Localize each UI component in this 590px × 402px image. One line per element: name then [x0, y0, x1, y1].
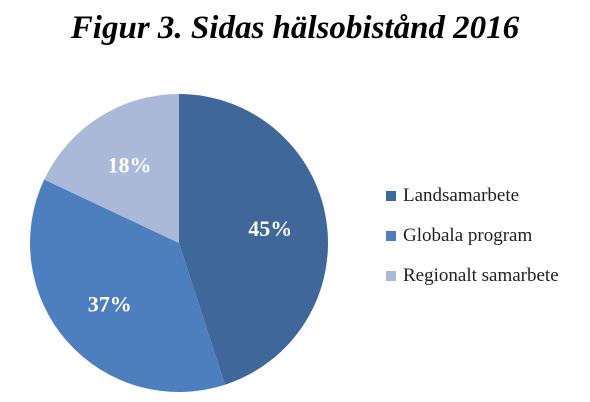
slice-value-label: 37% [88, 292, 132, 317]
legend-swatch [386, 191, 396, 201]
pie-slice-landsamarbete [179, 94, 328, 385]
slice-value-label: 45% [248, 216, 292, 241]
legend: Landsamarbete Globala program Regionalt … [386, 176, 590, 296]
legend-swatch [386, 271, 396, 281]
pie-slice-labels: 45% 37% 18% [88, 153, 293, 317]
slice-value-label: 18% [108, 153, 152, 178]
pie-slice-globala-program [29, 179, 226, 392]
pie-slice-regionalt-samarbete [44, 94, 179, 243]
legend-item-regionalt-samarbete: Regionalt samarbete [386, 256, 590, 296]
legend-swatch [386, 231, 396, 241]
chart-title: Figur 3. Sidas hälsobistånd 2016 [70, 10, 520, 46]
legend-item-landsamarbete: Landsamarbete [386, 176, 590, 216]
legend-label: Regionalt samarbete [403, 265, 559, 286]
pie-slices [29, 94, 328, 392]
legend-item-globala-program: Globala program [386, 216, 590, 256]
legend-label: Landsamarbete [403, 185, 520, 206]
legend-label: Globala program [403, 225, 533, 246]
